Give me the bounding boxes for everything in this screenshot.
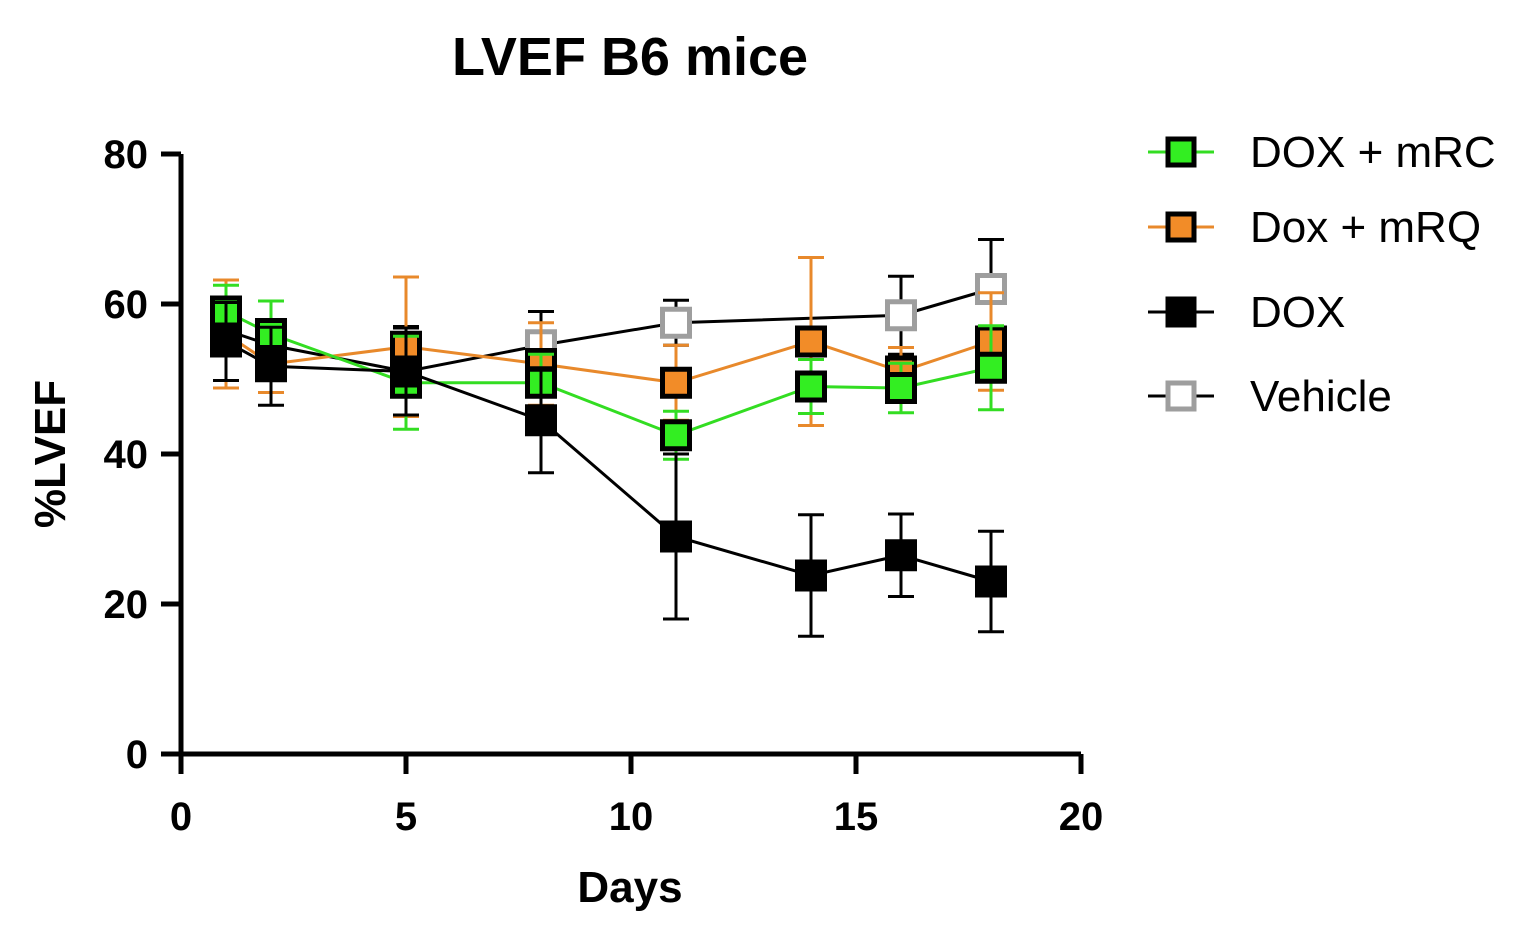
- data-point: [255, 350, 287, 383]
- y-tick-label: 20: [104, 583, 149, 627]
- data-point: [660, 366, 692, 399]
- x-tick-label: 5: [395, 795, 417, 839]
- y-axis-label: %LVEF: [26, 380, 75, 528]
- data-point: [210, 325, 242, 358]
- data-point: [795, 370, 827, 403]
- legend-marker: [1165, 296, 1197, 328]
- data-point: [390, 355, 422, 388]
- x-tick-label: 10: [609, 795, 654, 839]
- series-dox: [210, 301, 1007, 638]
- y-tick-label: 60: [104, 283, 149, 327]
- series-layer: [210, 238, 1007, 638]
- data-point: [660, 306, 692, 339]
- data-point: [795, 325, 827, 358]
- data-point: [885, 539, 917, 572]
- legend-item: DOX: [1148, 288, 1345, 337]
- chart-title: LVEF B6 mice: [452, 27, 808, 87]
- data-point: [975, 351, 1007, 384]
- legend-label: DOX + mRC: [1250, 128, 1496, 177]
- legend-label: DOX: [1250, 288, 1345, 337]
- data-point: [660, 419, 692, 452]
- legend-label: Dox + mRQ: [1250, 203, 1481, 252]
- legend-item: Dox + mRQ: [1148, 203, 1481, 252]
- series-line: [225, 340, 992, 583]
- data-point: [525, 404, 557, 437]
- legend-marker: [1165, 211, 1197, 243]
- data-point: [885, 372, 917, 404]
- axes: 0 5 10 15 20 0 20 40 60 80: [104, 133, 1104, 839]
- y-tick-label: 40: [104, 433, 149, 477]
- x-tick-label: 15: [834, 795, 879, 839]
- data-point: [975, 565, 1007, 598]
- y-tick-label: 80: [104, 133, 149, 177]
- data-point: [660, 520, 692, 553]
- legend-label: Vehicle: [1250, 372, 1392, 421]
- legend: DOX + mRC Dox + mRQ DOX Vehicle: [1148, 128, 1496, 421]
- legend-marker: [1165, 380, 1197, 412]
- x-axis-label: Days: [577, 863, 682, 912]
- x-tick-label: 20: [1059, 795, 1104, 839]
- data-point: [885, 299, 917, 332]
- data-point: [795, 559, 827, 592]
- legend-item: DOX + mRC: [1148, 128, 1496, 177]
- y-tick-label: 0: [126, 733, 148, 777]
- legend-item: Vehicle: [1148, 372, 1392, 421]
- x-tick-label: 0: [170, 795, 192, 839]
- legend-marker: [1165, 136, 1197, 168]
